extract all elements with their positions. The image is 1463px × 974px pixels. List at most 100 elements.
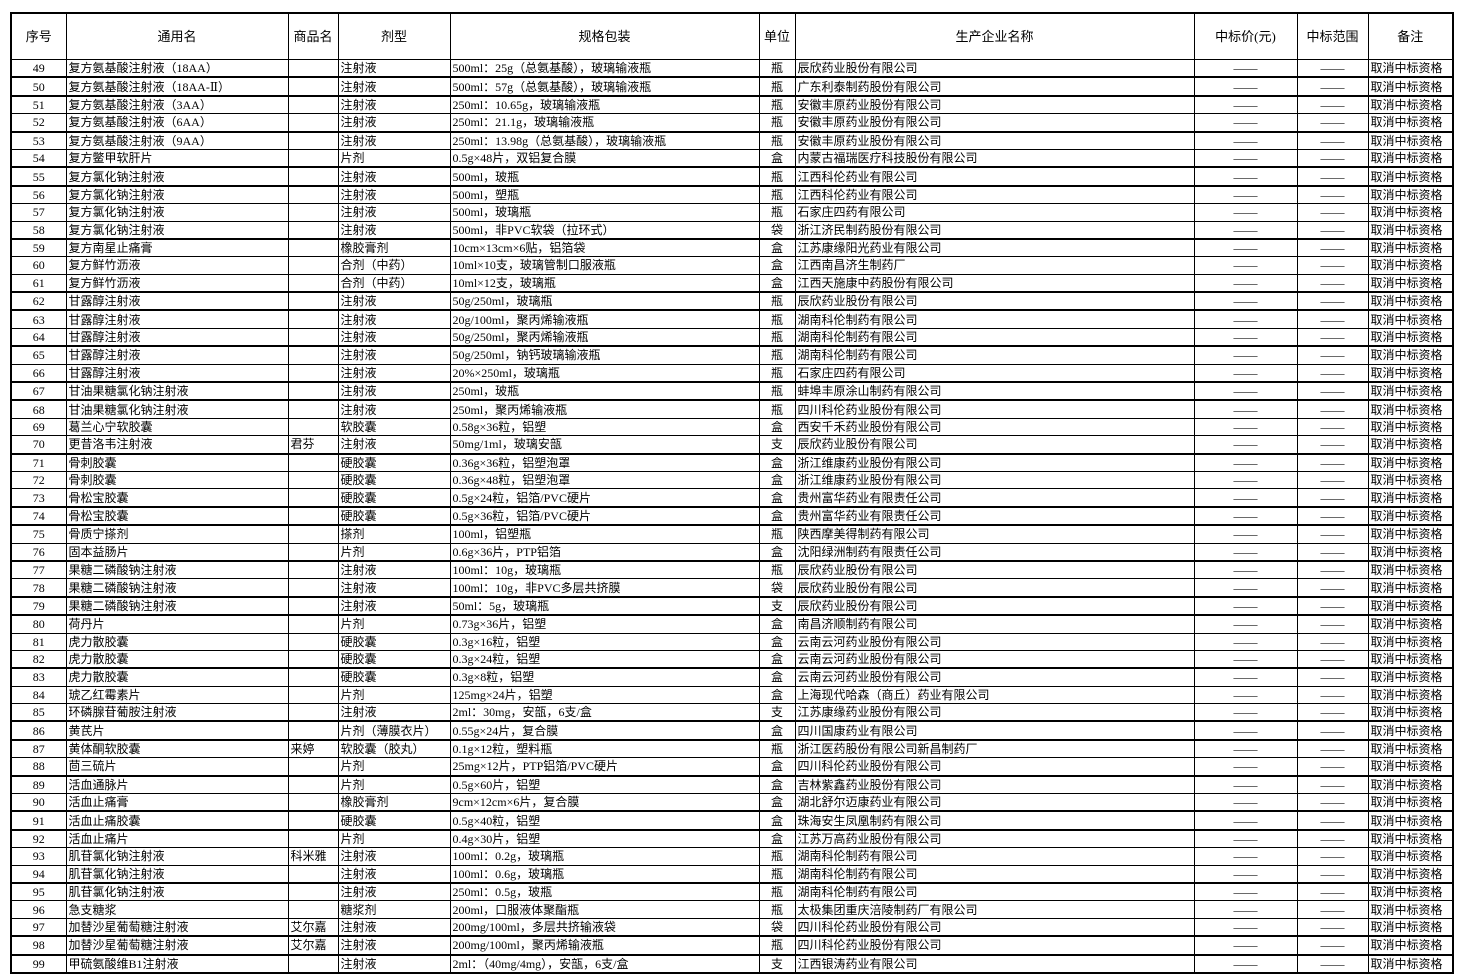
cell-index: 84 — [10, 685, 67, 705]
cell-index: 68 — [10, 399, 67, 419]
cell-dosage-form: 注射液 — [337, 381, 451, 402]
cell-index: 70 — [10, 435, 67, 455]
cell-price: —— — [1193, 935, 1298, 956]
cell-price: —— — [1193, 76, 1298, 97]
cell-index: 80 — [10, 614, 67, 634]
cell-brand-name: 艾尔嘉 — [287, 917, 339, 938]
table-row: 65 甘露醇注射液 注射液 50g/250ml，钠钙玻璃输液瓶瓶湖南科伦制药有限公司 —… — [10, 345, 1454, 365]
cell-spec: 0.4g×30片，铝塑 — [449, 829, 760, 849]
cell-unit: 支 — [758, 703, 796, 723]
table-row: 60 复方鲜竹沥液 合剂（中药） 10ml×10支，玻璃管制口服液瓶盒江西南昌济生制药… — [10, 256, 1454, 275]
cell-unit: 瓶 — [758, 900, 796, 919]
cell-manufacturer: 安徽丰原药业股份有限公司 — [794, 113, 1195, 133]
cell-dosage-form: 橡胶膏剂 — [337, 793, 451, 813]
cell-dosage-form: 片剂 — [337, 685, 451, 705]
cell-brand-name — [287, 685, 339, 705]
cell-spec: 200ml，口服液体聚酯瓶 — [449, 900, 760, 919]
cell-scope: —— — [1296, 76, 1369, 97]
cell-price: —— — [1193, 399, 1298, 419]
cell-scope: —— — [1296, 417, 1369, 437]
col-header-price: 中标价(元) — [1193, 12, 1298, 60]
cell-index: 98 — [10, 935, 67, 956]
header-row: 序号 通用名 商品名 剂型 规格包装 单位 生产企业名称 中标价(元) 中标范围… — [10, 12, 1454, 60]
cell-index: 95 — [10, 882, 67, 902]
table-row: 99 甲硫氨酸维B1注射液 注射液 2ml：（40mg/4mg），安瓿，6支/盒支江西… — [10, 954, 1454, 974]
cell-brand-name — [287, 882, 339, 902]
table-row: 49 复方氨基酸注射液（18AA） 注射液 500ml：25g（总氨基酸），玻璃输液瓶… — [10, 59, 1454, 79]
cell-manufacturer: 江西天施康中药股份有限公司 — [794, 273, 1195, 294]
table-row: 95 肌苷氯化钠注射液 注射液 250ml：0.5g，玻瓶瓶湖南科伦制药有限公司 —— —… — [10, 882, 1454, 902]
cell-remark: 取消中标资格 — [1367, 954, 1454, 974]
cell-spec: 200mg/100ml，聚丙烯输液瓶 — [449, 935, 760, 956]
cell-unit: 盒 — [758, 757, 796, 777]
cell-unit: 盒 — [758, 488, 796, 508]
cell-spec: 0.3g×16粒，铝塑 — [449, 632, 760, 651]
cell-unit: 瓶 — [758, 345, 796, 365]
cell-unit: 袋 — [758, 578, 796, 598]
cell-manufacturer: 浙江维康药业股份有限公司 — [794, 453, 1195, 472]
cell-unit: 支 — [758, 954, 796, 974]
table-row: 91 活血止痛胶囊 硬胶囊 0.5g×40粒，铝塑盒珠海安生凤凰制药有限公司 —— —— 取… — [10, 810, 1454, 831]
cell-manufacturer: 江苏康缘药业股份有限公司 — [794, 703, 1195, 723]
cell-manufacturer: 西安千禾药业股份有限公司 — [794, 417, 1195, 437]
cell-generic-name: 活血止痛胶囊 — [65, 810, 289, 831]
cell-scope: —— — [1296, 273, 1369, 294]
cell-dosage-form: 注射液 — [337, 291, 451, 312]
cell-scope: —— — [1296, 596, 1369, 617]
cell-price: —— — [1193, 203, 1298, 222]
cell-scope: —— — [1296, 900, 1369, 919]
cell-dosage-form: 片剂（薄膜衣片） — [337, 720, 451, 741]
cell-generic-name: 肌苷氯化钠注射液 — [65, 847, 289, 866]
cell-spec: 0.6g×36片，PTP铝箔 — [449, 542, 760, 562]
cell-brand-name — [287, 327, 339, 348]
cell-dosage-form: 注射液 — [337, 95, 451, 115]
cell-index: 89 — [10, 775, 67, 795]
cell-dosage-form: 硬胶囊 — [337, 810, 451, 831]
cell-price: —— — [1193, 309, 1298, 329]
cell-dosage-form: 注射液 — [337, 917, 451, 938]
cell-scope: —— — [1296, 399, 1369, 419]
cell-remark: 取消中标资格 — [1367, 703, 1454, 723]
cell-brand-name — [287, 649, 339, 670]
cell-spec: 0.5g×48片，双铝复合膜 — [449, 148, 760, 169]
cell-index: 75 — [10, 524, 67, 544]
cell-index: 86 — [10, 720, 67, 741]
col-header-dosage-form: 剂型 — [337, 12, 451, 60]
cell-index: 81 — [10, 632, 67, 651]
cell-remark: 取消中标资格 — [1367, 488, 1454, 508]
cell-brand-name — [287, 720, 339, 741]
cell-spec: 0.5g×40粒，铝塑 — [449, 810, 760, 831]
cell-price: —— — [1193, 614, 1298, 634]
cell-manufacturer: 辰欣药业股份有限公司 — [794, 59, 1195, 79]
cell-scope: —— — [1296, 578, 1369, 598]
cell-index: 64 — [10, 327, 67, 348]
table-row: 53 复方氨基酸注射液（9AA） 注射液 250ml：13.98g（总氨基酸），玻璃输… — [10, 131, 1454, 150]
cell-dosage-form: 硬胶囊 — [337, 453, 451, 472]
table-row: 97 加替沙星葡萄糖注射液 艾尔嘉 注射液 200mg/100ml，多层共挤输液袋袋四川… — [10, 917, 1454, 938]
cell-brand-name — [287, 113, 339, 133]
cell-remark: 取消中标资格 — [1367, 185, 1454, 205]
cell-remark: 取消中标资格 — [1367, 291, 1454, 312]
cell-price: —— — [1193, 685, 1298, 705]
table-row: 83 虎力散胶囊 硬胶囊 0.3g×8粒，铝塑盒云南云河药业股份有限公司 —— —— 取消中… — [10, 667, 1454, 687]
table-row: 73 骨松宝胶囊 硬胶囊 0.5g×24粒，铝箔/PVC硬片盒贵州富华药业有限责任公司… — [10, 488, 1454, 508]
cell-spec: 100ml，铝塑瓶 — [449, 524, 760, 544]
cell-remark: 取消中标资格 — [1367, 148, 1454, 169]
cell-price: —— — [1193, 435, 1298, 455]
cell-price: —— — [1193, 345, 1298, 365]
cell-price: —— — [1193, 59, 1298, 79]
cell-scope: —— — [1296, 488, 1369, 508]
cell-brand-name — [287, 131, 339, 150]
cell-manufacturer: 湖南科伦制药有限公司 — [794, 847, 1195, 866]
cell-remark: 取消中标资格 — [1367, 273, 1454, 294]
cell-price: —— — [1193, 166, 1298, 187]
cell-scope: —— — [1296, 954, 1369, 974]
table-row: 76 固本益肠片 片剂 0.6g×36片，PTP铝箔盒沈阳绿洲制药有限责任公司 —— ——… — [10, 542, 1454, 562]
cell-unit: 盒 — [758, 667, 796, 687]
cell-index: 78 — [10, 578, 67, 598]
cell-scope: —— — [1296, 291, 1369, 312]
cell-generic-name: 果糖二磷酸钠注射液 — [65, 596, 289, 617]
table-row: 72 骨刺胶囊 硬胶囊 0.36g×48粒，铝塑泡罩盒浙江维康药业股份有限公司 —— ——… — [10, 470, 1454, 490]
cell-index: 91 — [10, 810, 67, 831]
cell-unit: 瓶 — [758, 327, 796, 348]
